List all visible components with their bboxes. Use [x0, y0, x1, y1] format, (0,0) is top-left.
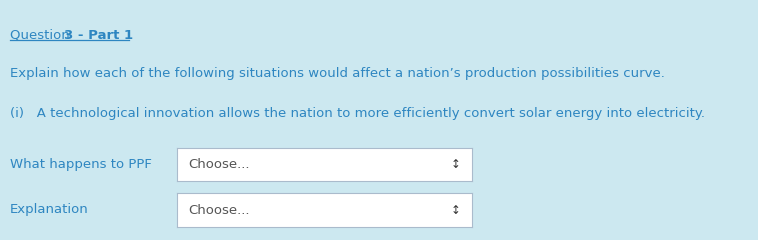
Text: (i)   A technological innovation allows the nation to more efficiently convert s: (i) A technological innovation allows th… — [10, 107, 705, 120]
Text: ↕: ↕ — [451, 204, 461, 216]
Text: Choose...: Choose... — [189, 158, 250, 171]
Text: ↕: ↕ — [451, 158, 461, 171]
Text: 3 - Part 1: 3 - Part 1 — [64, 29, 133, 42]
Text: Explain how each of the following situations would affect a nation’s production : Explain how each of the following situat… — [10, 67, 665, 80]
Text: What happens to PPF: What happens to PPF — [10, 158, 152, 171]
Text: Choose...: Choose... — [189, 204, 250, 216]
Text: Question: Question — [10, 29, 74, 42]
Text: Explanation: Explanation — [10, 204, 89, 216]
